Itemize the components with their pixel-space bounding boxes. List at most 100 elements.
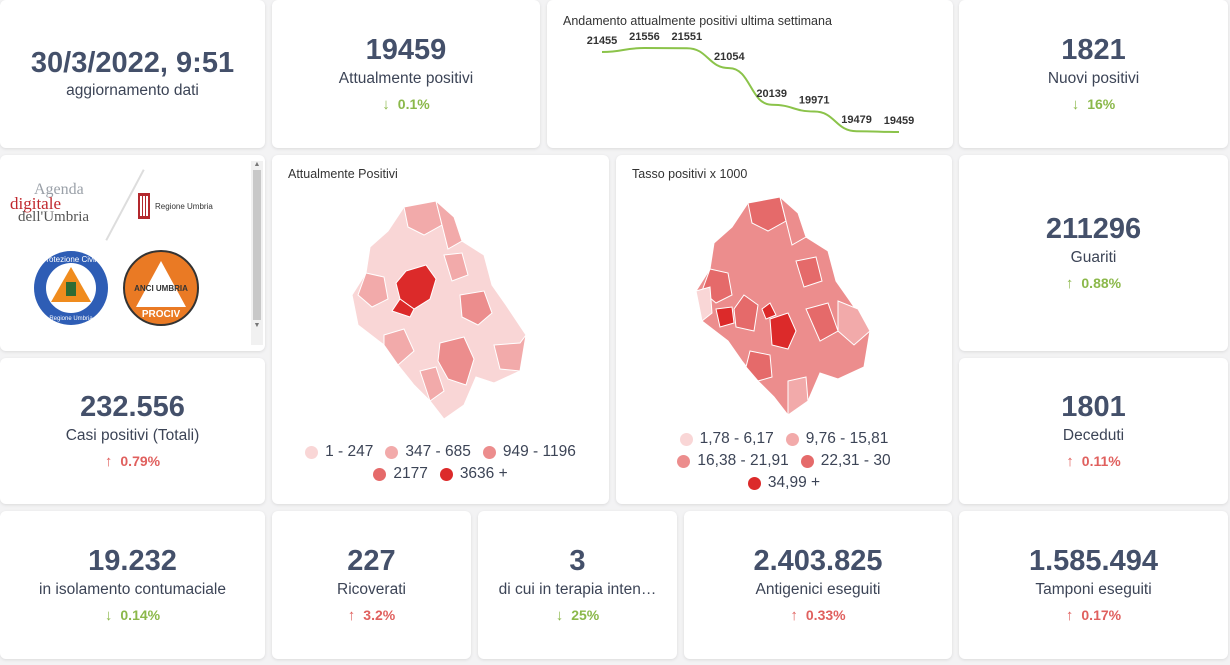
tamponi-value: 1.585.494 — [1028, 545, 1158, 578]
arrow-up-icon: ↑ — [790, 606, 798, 624]
legend-swatch-icon — [439, 467, 453, 481]
scroll-down-icon[interactable]: ▼ — [253, 322, 261, 329]
tamponi-card: 1.585.494 Tamponi eseguiti ↑ 0.17% — [959, 511, 1228, 659]
svg-text:ANCI UMBRIA: ANCI UMBRIA — [134, 284, 188, 293]
legend-swatch-icon — [482, 445, 496, 459]
legend-item: 949 - 1196 — [482, 443, 576, 461]
antigenici-value: 2.403.825 — [753, 545, 883, 578]
casi-totali-card: 232.556 Casi positivi (Totali) ↑ 0.79% — [0, 358, 265, 504]
nuovi-positivi-label: Nuovi positivi — [1047, 69, 1140, 87]
legend-item: 1 - 247 — [305, 443, 373, 461]
nuovi-positivi-value: 1821 — [1061, 34, 1126, 67]
arrow-up-icon: ↑ — [1066, 452, 1074, 470]
legend-swatch-icon — [679, 432, 693, 446]
legend-swatch-icon — [677, 454, 691, 468]
attualmente-positivi-value: 19459 — [365, 34, 447, 67]
nuovi-positivi-change: ↓ 16% — [1071, 95, 1116, 113]
deceduti-change: ↑ 0.11% — [1066, 452, 1121, 470]
isolamento-card: 19.232 in isolamento contumaciale ↓ 0.14… — [0, 511, 265, 659]
trend-data-label: 21551 — [672, 31, 703, 43]
guariti-label: Guariti — [1070, 248, 1117, 266]
attualmente-positivi-change: ↓ 0.1% — [382, 95, 430, 113]
update-label: aggiornamento dati — [66, 82, 199, 100]
trend-line-chart: 21455 21556 21551 21054 20139 19971 19479 19459 — [587, 31, 915, 133]
guariti-change: ↑ 0.88% — [1065, 274, 1122, 292]
trend-data-label: 19971 — [799, 94, 830, 106]
terapia-intensiva-card: 3 di cui in terapia inten… ↓ 25% — [478, 511, 677, 659]
map-tasso-positivi-card: Tasso positivi x 1000 1,78 - 6,17 9,76 -… — [616, 155, 952, 504]
svg-text:Protezione Civile: Protezione Civile — [41, 255, 102, 264]
tamponi-label: Tamponi eseguiti — [1035, 580, 1152, 598]
legend-swatch-icon — [385, 445, 399, 459]
agenda-digitale-logo: Agenda digitale dell'Umbria — [10, 181, 90, 225]
legend-item: 34,99 + — [747, 474, 820, 492]
antigenici-card: 2.403.825 Antigenici eseguiti ↑ 0.33% — [684, 511, 952, 659]
ricoverati-card: 227 Ricoverati ↑ 3.2% — [272, 511, 471, 659]
isolamento-label: in isolamento contumaciale — [39, 580, 226, 598]
trend-data-label: 21556 — [629, 31, 660, 43]
logos-card: Agenda digitale dell'Umbria Regione Umbr… — [0, 155, 265, 351]
map2-legend: 1,78 - 6,17 9,76 - 15,81 16,38 - 21,91 2… — [636, 430, 932, 492]
isolamento-change: ↓ 0.14% — [104, 606, 161, 624]
umbria-map-positivi[interactable] — [344, 195, 544, 425]
casi-totali-value: 232.556 — [80, 391, 185, 424]
arrow-down-icon: ↓ — [555, 606, 564, 624]
legend-item: 2177 — [373, 465, 428, 483]
trend-data-label: 20139 — [756, 88, 787, 100]
legend-swatch-icon — [747, 476, 761, 490]
attualmente-positivi-label: Attualmente positivi — [338, 69, 474, 87]
ricoverati-change: ↑ 3.2% — [347, 606, 396, 624]
trend-series-line — [601, 46, 900, 133]
legend-item: 22,31 - 30 — [800, 452, 891, 470]
attualmente-positivi-card: 19459 Attualmente positivi ↓ 0.1% — [272, 0, 540, 148]
terapia-intensiva-change: ↓ 25% — [555, 606, 600, 624]
deceduti-card: 1801 Deceduti ↑ 0.11% — [959, 358, 1228, 504]
trend-chart-card: Andamento attualmente positivi ultima se… — [547, 0, 953, 148]
trend-data-label: 21054 — [714, 51, 745, 63]
antigenici-change: ↑ 0.33% — [790, 606, 846, 624]
logos-scrollbar[interactable]: ▲ ▼ — [251, 161, 263, 345]
casi-totali-change: ↑ 0.79% — [104, 452, 161, 470]
legend-item: 1,78 - 6,17 — [679, 430, 774, 448]
svg-text:PROCIV: PROCIV — [142, 309, 181, 320]
legend-swatch-icon — [785, 432, 799, 446]
legend-item: 347 - 685 — [385, 443, 471, 461]
map-attualmente-positivi-card: Attualmente Positivi 1 - 247 347 - 685 9… — [272, 155, 609, 504]
trend-data-label: 19459 — [884, 115, 915, 127]
legend-item: 3636 + — [439, 465, 508, 483]
update-datetime: 30/3/2022, 9:51 — [30, 46, 235, 79]
arrow-down-icon: ↓ — [382, 95, 390, 113]
anci-prociv-logo: ANCI UMBRIA PROCIV — [123, 250, 199, 326]
antigenici-label: Antigenici eseguiti — [755, 580, 881, 598]
umbria-map-tasso[interactable] — [688, 191, 888, 421]
casi-totali-label: Casi positivi (Totali) — [65, 426, 200, 444]
scrollbar-thumb[interactable] — [253, 170, 261, 320]
deceduti-label: Deceduti — [1062, 426, 1125, 444]
trend-chart-title: Andamento attualmente positivi ultima se… — [563, 14, 832, 28]
map2-title: Tasso positivi x 1000 — [632, 167, 748, 181]
map1-legend: 1 - 247 347 - 685 949 - 1196 2177 3636 + — [282, 443, 599, 483]
update-card: 30/3/2022, 9:51 aggiornamento dati — [0, 0, 265, 148]
guariti-value: 211296 — [1045, 213, 1142, 246]
deceduti-value: 1801 — [1061, 391, 1126, 424]
legend-item: 16,38 - 21,91 — [677, 452, 789, 470]
trend-data-label: 19479 — [841, 114, 872, 126]
svg-text:Regione Umbria: Regione Umbria — [49, 316, 93, 322]
scroll-up-icon[interactable]: ▲ — [253, 161, 261, 168]
arrow-up-icon: ↑ — [347, 606, 356, 624]
legend-item: 9,76 - 15,81 — [785, 430, 888, 448]
arrow-up-icon: ↑ — [104, 452, 113, 470]
tamponi-change: ↑ 0.17% — [1065, 606, 1122, 624]
ricoverati-label: Ricoverati — [337, 580, 406, 598]
regione-umbria-emblem-icon — [138, 193, 150, 219]
map1-title: Attualmente Positivi — [288, 167, 398, 181]
regione-umbria-logo: Regione Umbria — [138, 193, 213, 219]
trend-data-label: 21455 — [587, 35, 618, 47]
legend-swatch-icon — [373, 467, 387, 481]
arrow-up-icon: ↑ — [1065, 606, 1074, 624]
legend-swatch-icon — [305, 445, 319, 459]
arrow-down-icon: ↓ — [1071, 95, 1080, 113]
terapia-intensiva-label: di cui in terapia inten… — [498, 580, 657, 598]
isolamento-value: 19.232 — [88, 545, 177, 578]
arrow-down-icon: ↓ — [104, 606, 113, 624]
